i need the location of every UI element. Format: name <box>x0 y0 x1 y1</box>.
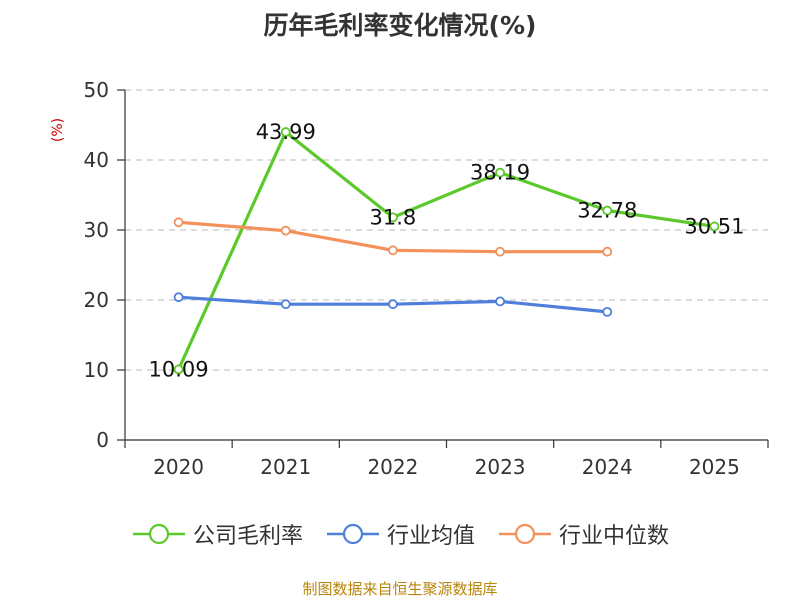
legend-label: 公司毛利率 <box>192 524 303 549</box>
x-tick-label: 2022 <box>367 455 418 479</box>
y-tick-label: 0 <box>96 428 109 452</box>
data-label: 38.19 <box>470 161 530 185</box>
data-point <box>173 217 184 228</box>
y-tick-label: 10 <box>84 358 109 382</box>
data-point <box>388 299 398 310</box>
legend-item-1[interactable]: 行业均值 <box>325 518 475 550</box>
data-label: 32.78 <box>577 199 637 223</box>
data-point <box>280 299 291 310</box>
data-point <box>388 245 398 256</box>
data-point <box>495 296 505 307</box>
data-point <box>280 127 291 137</box>
data-point <box>495 246 505 257</box>
series-line-0 <box>177 130 715 371</box>
legend-label: 行业中位数 <box>559 524 670 549</box>
x-tick-label: 2024 <box>582 455 633 479</box>
x-tick-label: 2025 <box>689 455 740 479</box>
legend-marker <box>499 523 551 545</box>
data-point <box>173 292 184 303</box>
source-note: 制图数据来自恒生聚源数据库 <box>302 580 498 598</box>
legend-marker <box>132 523 185 545</box>
x-tick-label: 2020 <box>153 455 204 479</box>
y-tick-label: 30 <box>84 218 109 242</box>
data-label: 10.09 <box>149 357 209 381</box>
legend-item-2[interactable]: 行业中位数 <box>497 518 669 550</box>
legend-label: 行业均值 <box>386 524 475 549</box>
data-point <box>602 306 613 317</box>
x-tick-label: 2023 <box>475 455 526 479</box>
data-point <box>709 221 720 232</box>
legend-item-0[interactable]: 公司毛利率 <box>131 518 303 550</box>
legend: 公司毛利率 行业均值 行业中位数 <box>0 518 800 550</box>
chart-title: 历年毛利率变化情况(%) <box>263 11 537 40</box>
x-tick-label: 2021 <box>260 455 311 479</box>
data-point <box>602 205 613 216</box>
data-label: 31.8 <box>370 205 417 229</box>
data-label: 30.51 <box>684 214 744 238</box>
legend-marker <box>326 523 379 545</box>
y-tick-label: 50 <box>84 78 109 102</box>
y-tick-label: 20 <box>84 288 109 312</box>
data-point <box>280 225 291 236</box>
data-point <box>388 212 398 223</box>
data-point <box>602 246 613 257</box>
unit-label: (%) <box>50 118 66 142</box>
data-point <box>495 167 505 178</box>
axes: 0 10 20 30 40 50 2020 2021 2022 2023 2024 2025 (%) <box>50 78 769 479</box>
data-labels: 10.09 43.99 31.8 38.19 32.78 30.51 <box>149 120 745 381</box>
data-label: 43.99 <box>256 120 316 144</box>
grid-lines <box>125 89 768 371</box>
y-tick-label: 40 <box>84 148 109 172</box>
series-lines <box>173 127 720 375</box>
data-point <box>173 364 184 375</box>
